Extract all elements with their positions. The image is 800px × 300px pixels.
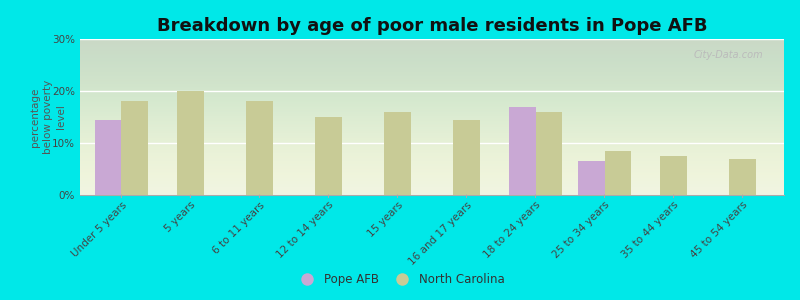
- Bar: [510, 106, 535, 195]
- Bar: [661, 156, 686, 195]
- Bar: [454, 120, 480, 195]
- Bar: [95, 120, 122, 195]
- Text: City-Data.com: City-Data.com: [694, 50, 763, 60]
- Bar: [384, 112, 410, 195]
- Title: Breakdown by age of poor male residents in Pope AFB: Breakdown by age of poor male residents …: [157, 17, 707, 35]
- Bar: [178, 91, 203, 195]
- Bar: [578, 161, 605, 195]
- Bar: [605, 151, 630, 195]
- Y-axis label: percentage
below poverty
level: percentage below poverty level: [30, 80, 66, 154]
- Bar: [535, 112, 562, 195]
- Bar: [122, 101, 148, 195]
- Bar: [730, 159, 756, 195]
- Legend: Pope AFB, North Carolina: Pope AFB, North Carolina: [290, 269, 510, 291]
- Bar: [315, 117, 342, 195]
- Bar: [246, 101, 273, 195]
